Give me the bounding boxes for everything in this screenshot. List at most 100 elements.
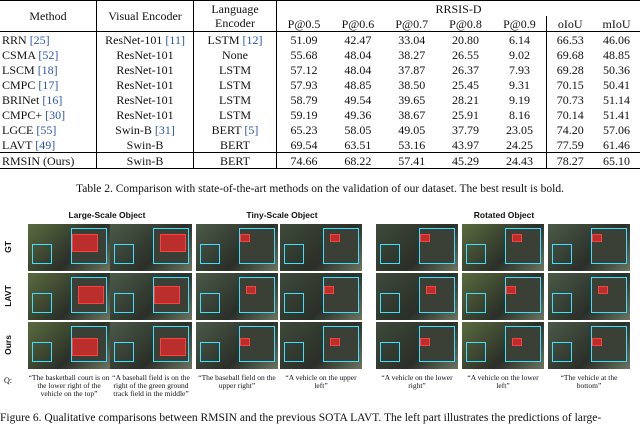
score-cell: 68.22: [331, 152, 385, 169]
citation: [31]: [154, 122, 175, 137]
cell-text: Swin-B: [126, 153, 164, 168]
table-row: CSMA [52] ResNet-101 None 55.68 48.04 38.27 26…: [0, 47, 640, 62]
score-cell: 69.54: [276, 137, 332, 153]
score-cell: 50.41: [603, 77, 631, 92]
mask: [592, 338, 602, 346]
cell-text: BERT: [220, 153, 250, 168]
result-image: [196, 224, 278, 271]
group-title: Large-Scale Object: [68, 210, 146, 220]
table-cell: ResNet-101 [11]: [96, 31, 194, 47]
query-text: “The basketball court is on the lower ri…: [28, 373, 110, 398]
score-cell: 51.14: [603, 92, 631, 107]
zoom-box: [505, 326, 541, 362]
mask: [512, 234, 522, 242]
result-image: [196, 322, 278, 369]
cell-text: CMPC+: [2, 107, 43, 122]
table-cell: LSTM: [193, 77, 277, 92]
mask: [330, 338, 340, 346]
inset-box: [284, 293, 304, 313]
table-cell: LSTM: [193, 107, 277, 122]
score-cell: 38.67: [398, 107, 426, 122]
score-cell: 37.79: [452, 122, 480, 137]
cell-text: ResNet-101: [116, 62, 174, 77]
table-cell: BERT: [193, 152, 277, 169]
table-cell: RMSIN (Ours): [0, 152, 97, 169]
result-image: [280, 224, 362, 271]
cell-text: CSMA: [2, 47, 36, 62]
inset-box: [284, 342, 304, 362]
mask: [240, 234, 250, 242]
table-cell: ResNet-101: [96, 77, 194, 92]
table-cell: Swin-B: [96, 137, 194, 153]
score-cell: 70.14: [556, 107, 584, 122]
citation: [5]: [244, 122, 259, 137]
result-image: [462, 273, 544, 320]
zoom-box: [419, 277, 455, 313]
inset-box: [200, 244, 220, 264]
score-cell: 48.04: [344, 47, 372, 62]
mask: [160, 338, 186, 356]
score-cell: 61.46: [593, 137, 640, 153]
query-text: “A vehicle on the lower left”: [467, 373, 539, 390]
header-cell: Visual Encoder: [96, 0, 194, 32]
table-row: RRN [25] ResNet-101 [11] LSTM [12] 51.09 42.…: [0, 31, 640, 47]
score-cell: 45.29: [438, 152, 493, 169]
mask: [160, 234, 186, 252]
mask: [246, 286, 256, 294]
zoom-box: [323, 277, 359, 313]
score-cell: 70.15: [556, 77, 584, 92]
table-cell: ResNet-101: [96, 47, 194, 62]
cell-text: LAVT: [2, 137, 33, 152]
cell-text: LSTM: [218, 77, 251, 92]
group-title: Tiny-Scale Object: [246, 210, 318, 220]
score-cell: 53.16: [384, 137, 439, 153]
citation: [16]: [42, 92, 63, 107]
zoom-box: [505, 277, 541, 313]
inset-box: [380, 293, 400, 313]
inset-box: [380, 244, 400, 264]
table-cell: ResNet-101: [96, 107, 194, 122]
result-image: [548, 273, 630, 320]
header-cell: P@0.7: [384, 16, 439, 32]
score-cell: 74.66: [276, 152, 332, 169]
result-image: [196, 273, 278, 320]
inset-box: [32, 293, 52, 313]
score-cell: 24.43: [492, 152, 548, 169]
cell-text: LGCE: [2, 122, 34, 137]
result-image: [280, 273, 362, 320]
score-cell: 38.27: [398, 47, 426, 62]
score-cell: 51.09: [290, 32, 318, 47]
inset-box: [200, 342, 220, 362]
header-cell: P@0.8: [438, 16, 493, 32]
table-cell: LSTM [12]: [193, 31, 277, 47]
inset-box: [552, 293, 572, 313]
score-cell: 48.85: [603, 47, 631, 62]
citation: [49]: [35, 137, 56, 152]
score-cell: 69.68: [556, 47, 584, 62]
score-cell: 25.45: [452, 77, 480, 92]
header-row: P@0.5 P@0.6 P@0.7 P@0.8 P@0.9 oIoU mIoU: [0, 16, 640, 32]
result-image: [548, 322, 630, 369]
result-image: [280, 322, 362, 369]
score-cell: 28.21: [452, 92, 480, 107]
zoom-box: [505, 228, 541, 264]
score-cell: 37.87: [398, 62, 426, 77]
mask: [598, 286, 608, 294]
header-cell: P@0.9: [492, 16, 548, 32]
mask: [512, 338, 522, 346]
cell-text: LSTM: [218, 92, 251, 107]
table-cell: CMPC [17]: [0, 77, 97, 92]
header-row: Method Visual Encoder Language Encoder RRSI…: [0, 0, 640, 32]
score-cell: 66.53: [556, 32, 584, 47]
result-image: [462, 322, 544, 369]
inset-box: [32, 342, 52, 362]
score-cell: 50.36: [603, 62, 631, 77]
score-cell: 49.05: [398, 122, 426, 137]
cell-text: ResNet-101: [116, 47, 174, 62]
mask: [592, 234, 602, 242]
result-image: [110, 322, 192, 369]
cell-text: ResNet-101: [116, 92, 174, 107]
cell-text: BERT: [220, 137, 250, 152]
figure-caption: Figure 6. Qualitative comparisons betwee…: [0, 412, 602, 424]
citation: [55]: [36, 122, 57, 137]
